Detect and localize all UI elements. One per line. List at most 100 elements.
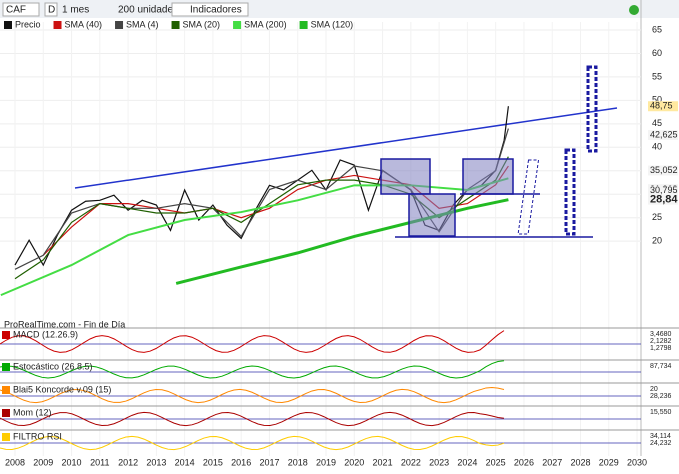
legend-swatch xyxy=(4,21,12,29)
box xyxy=(380,158,431,195)
indicator-curve xyxy=(0,330,505,353)
legend-label: Precio xyxy=(15,19,41,29)
y-tick-label: 50 xyxy=(652,95,662,105)
panel-title: FILTRO RSI xyxy=(13,431,62,441)
x-tick-label: 2018 xyxy=(288,457,308,467)
legend-label: SMA (200) xyxy=(244,19,287,29)
price-tag xyxy=(648,165,678,176)
x-tick-label: 2015 xyxy=(203,457,223,467)
indicator-curve xyxy=(0,360,505,379)
x-tick-label: 2025 xyxy=(486,457,506,467)
x-tick-label: 2013 xyxy=(146,457,166,467)
panel-value: 3,4680 xyxy=(650,331,672,338)
indicator-curve xyxy=(0,435,505,451)
panel-value: 34,114 xyxy=(650,433,671,440)
panel-title: Mom (12) xyxy=(13,407,52,417)
panel-title: Blai5 Koncorde v.09 (15) xyxy=(13,384,111,394)
x-tick-label: 2014 xyxy=(175,457,195,467)
indicator-curve xyxy=(0,411,505,427)
symbol-box[interactable] xyxy=(2,2,40,17)
drawings xyxy=(380,65,598,238)
x-tick-label: 2010 xyxy=(62,457,82,467)
series-line xyxy=(175,198,509,285)
legend-swatch xyxy=(115,21,124,29)
series-line xyxy=(0,177,509,297)
legend-swatch xyxy=(53,21,62,29)
x-tick-label: 2024 xyxy=(457,457,477,467)
box xyxy=(408,193,456,237)
x-tick-label: 2030 xyxy=(627,457,647,467)
x-tick-label: 2011 xyxy=(90,457,109,467)
legend-label: SMA (20) xyxy=(183,19,221,29)
panel-value: 24,232 xyxy=(650,440,672,447)
x-tick-label: 2012 xyxy=(118,457,138,467)
x-tick-label: 2028 xyxy=(570,457,590,467)
y-tick-label: 55 xyxy=(652,71,662,81)
refresh-icon[interactable] xyxy=(629,5,639,15)
panel-value: 2,1282 xyxy=(650,338,672,345)
price-label: 48,75 xyxy=(650,101,673,111)
price-tag xyxy=(648,194,678,205)
price-tag xyxy=(648,129,678,140)
price-tag xyxy=(648,101,678,112)
x-tick-label: 2023 xyxy=(429,457,449,467)
panel-value: 87,734 xyxy=(650,363,672,370)
panel-value: 15,550 xyxy=(650,409,672,416)
interval[interactable]: 1 mes xyxy=(62,5,89,16)
period-box[interactable] xyxy=(44,2,58,17)
toolbar xyxy=(0,0,679,18)
legend-swatch xyxy=(233,21,242,29)
panel-title-bg xyxy=(2,433,10,441)
x-tick-label: 2017 xyxy=(259,457,279,467)
price-label: 35,052 xyxy=(650,165,678,175)
y-tick-label: 65 xyxy=(652,24,662,34)
x-tick-label: 2020 xyxy=(344,457,364,467)
indicator-panel: Blai5 Koncorde v.09 (15) 2028,236 xyxy=(0,382,679,404)
x-tick-label: 2019 xyxy=(316,457,336,467)
x-tick-label: 2022 xyxy=(401,457,421,467)
price-label: 28,84 xyxy=(650,194,678,206)
trend-line xyxy=(74,107,618,189)
legend-swatch xyxy=(299,21,308,29)
legend-label: SMA (4) xyxy=(126,19,159,29)
y-tick-label: 45 xyxy=(652,118,662,128)
panel-title-bg xyxy=(2,331,10,339)
units[interactable]: 200 unidades xyxy=(118,5,178,16)
projection xyxy=(586,65,598,153)
x-tick-label: 2016 xyxy=(231,457,251,467)
price-label: 42,625 xyxy=(650,129,678,139)
panel-value: 1,2798 xyxy=(650,345,672,352)
legend-label: SMA (40) xyxy=(65,19,103,29)
panel-title-bg xyxy=(2,409,10,417)
box xyxy=(462,158,514,195)
y-tick-label: 20 xyxy=(652,236,662,246)
x-tick-label: 2026 xyxy=(514,457,534,467)
panel-title-bg xyxy=(2,386,10,394)
y-tick-label: 60 xyxy=(652,48,662,58)
panel-title-bg xyxy=(2,363,10,371)
symbol[interactable]: CAF xyxy=(6,5,26,16)
period[interactable]: D xyxy=(48,5,55,16)
panel-value: 28,236 xyxy=(650,393,672,400)
x-tick-label: 2029 xyxy=(599,457,619,467)
projection xyxy=(517,159,540,235)
y-tick-label: 40 xyxy=(652,142,662,152)
legend-swatch xyxy=(171,21,180,29)
indicator-panel: Mom (12) 15,550 xyxy=(0,405,679,427)
panel-title: Estocástico (26.8.5) xyxy=(13,361,93,371)
x-tick-label: 2027 xyxy=(542,457,562,467)
x-tick-label: 2009 xyxy=(33,457,53,467)
indicators[interactable]: Indicadores xyxy=(190,5,242,16)
panel-value: 20 xyxy=(650,386,658,393)
indicator-curve xyxy=(0,386,505,404)
projection xyxy=(564,148,576,236)
legend-label: SMA (120) xyxy=(311,19,354,29)
panel-title: MACD (12.26.9) xyxy=(13,329,78,339)
indicators-box[interactable] xyxy=(171,2,249,17)
y-tick-label: 25 xyxy=(652,212,662,222)
x-tick-label: 2021 xyxy=(373,457,393,467)
indicator-panel: Estocástico (26.8.5) 87,734 xyxy=(0,359,679,379)
